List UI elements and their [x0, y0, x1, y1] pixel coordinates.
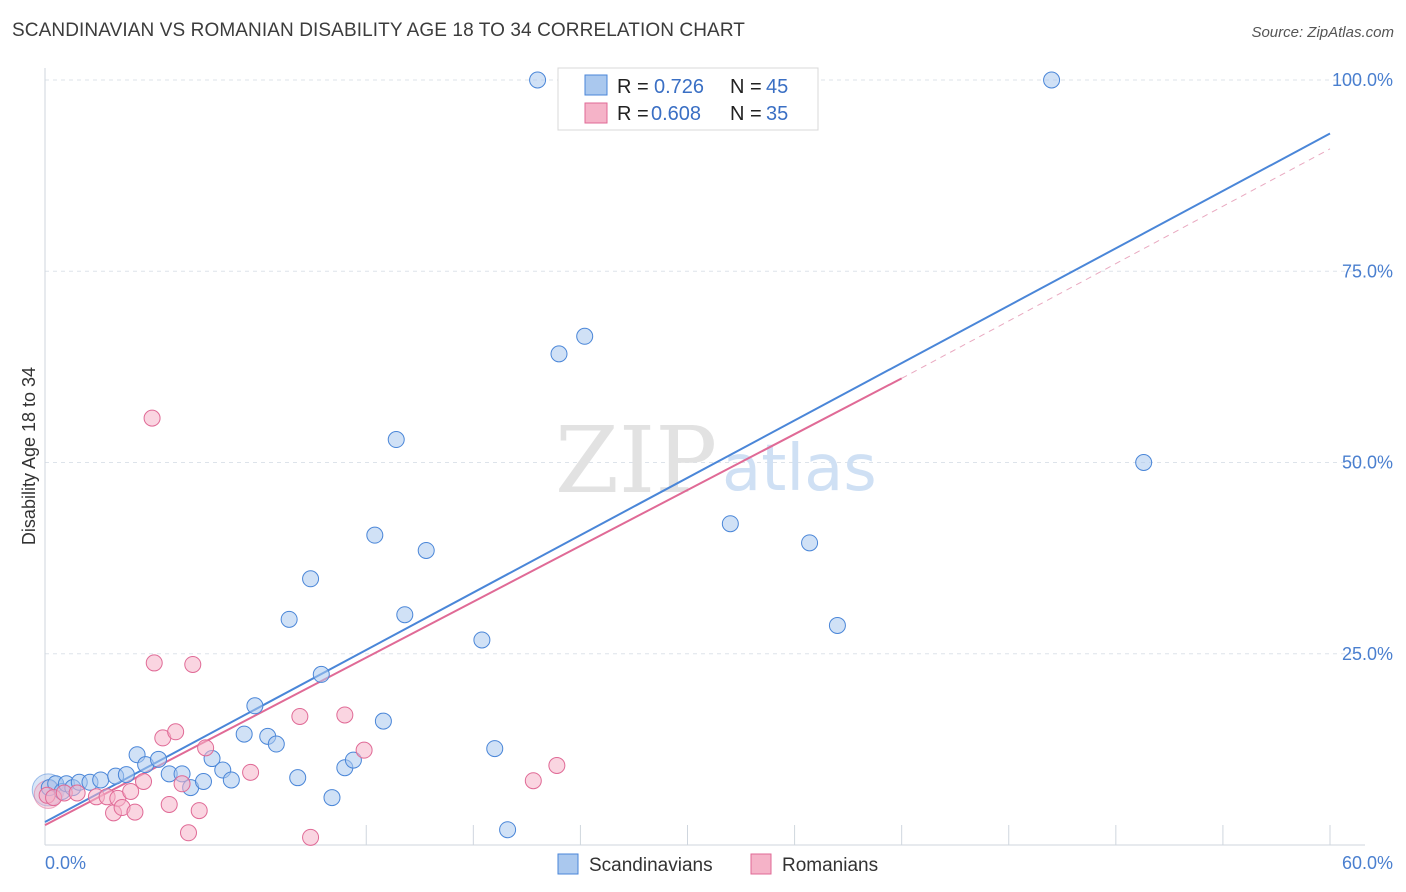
point-romanians-3	[68, 784, 86, 802]
point-scandinavians-31	[366, 526, 384, 544]
trend-extension-romanians	[901, 148, 1331, 379]
point-scandinavians-23	[267, 735, 285, 753]
point-scandinavians-44	[828, 616, 846, 634]
y-tick-label-100: 100.0%	[1332, 70, 1393, 90]
stats-legend: R = 0.726 N = 45 R = 0.608 N = 35	[557, 67, 819, 131]
point-romanians-19	[184, 655, 202, 673]
axes	[44, 68, 1365, 846]
watermark-zip: ZIP	[555, 407, 717, 514]
bottom-legend-scandinavians: Scandinavians	[589, 855, 713, 876]
point-scandinavians-38	[499, 821, 517, 839]
bottom-legend-romanians: Romanians	[782, 855, 878, 876]
y-tick-label-50: 50.0%	[1342, 453, 1393, 473]
point-romanians-13	[145, 654, 163, 672]
point-romanians-26	[355, 741, 373, 759]
point-scandinavians-7	[92, 771, 110, 789]
legend-swatch-romanians	[584, 102, 608, 124]
bottom-legend-swatch-romanians	[750, 853, 772, 875]
point-romanians-21	[197, 739, 215, 757]
point-scandinavians-46	[1135, 454, 1153, 471]
legend-n-value-2: 35	[766, 103, 788, 125]
point-scandinavians-30	[344, 751, 362, 769]
point-scandinavians-21	[246, 697, 264, 715]
legend-r-label-2: R =	[617, 103, 649, 125]
point-scandinavians-37	[486, 740, 504, 758]
point-romanians-16	[167, 723, 185, 741]
point-romanians-28	[548, 756, 566, 774]
legend-n-value-1: 45	[766, 76, 788, 98]
legend-n-label-1: N =	[730, 76, 762, 98]
bottom-legend-swatch-scandinavians	[557, 853, 579, 875]
point-romanians-12	[143, 409, 161, 427]
series-legend: Scandinavians Romanians	[557, 853, 878, 876]
legend-r-value-1: 0.726	[654, 76, 704, 98]
point-romanians-23	[291, 707, 309, 725]
point-romanians-22	[242, 763, 260, 781]
x-tick-label-max: 60.0%	[1342, 853, 1393, 873]
y-tick-label-75: 75.0%	[1342, 261, 1393, 281]
point-scandinavians-33	[387, 431, 405, 449]
point-scandinavians-40	[550, 345, 568, 363]
point-scandinavians-19	[222, 771, 240, 789]
point-scandinavians-45	[1043, 71, 1061, 89]
point-romanians-18	[179, 824, 197, 842]
data-points	[31, 71, 1153, 846]
point-scandinavians-32	[374, 712, 392, 730]
point-scandinavians-43	[801, 534, 819, 552]
source-label: Source: ZipAtlas.com	[1251, 24, 1394, 41]
point-scandinavians-26	[302, 570, 320, 588]
point-scandinavians-24	[280, 610, 298, 628]
point-romanians-20	[190, 802, 208, 820]
chart-title: SCANDINAVIAN VS ROMANIAN DISABILITY AGE …	[12, 20, 746, 41]
trend-line-scandinavians	[44, 132, 1331, 823]
point-scandinavians-12	[150, 750, 168, 768]
point-scandinavians-36	[473, 631, 491, 649]
trend-line-romanians	[44, 377, 903, 826]
watermark: ZIP atlas	[555, 407, 877, 514]
point-scandinavians-9	[117, 766, 135, 784]
point-romanians-11	[135, 773, 153, 791]
point-scandinavians-16	[194, 773, 212, 791]
point-scandinavians-34	[396, 606, 414, 624]
legend-r-value-2: 0.608	[651, 103, 701, 125]
point-romanians-15	[160, 795, 178, 813]
legend-n-label-2: N =	[730, 103, 762, 125]
point-scandinavians-41	[576, 327, 594, 345]
point-romanians-24	[302, 828, 320, 846]
watermark-atlas: atlas	[722, 432, 877, 506]
grid-lines	[45, 79, 1365, 655]
point-scandinavians-25	[289, 769, 307, 787]
point-scandinavians-39	[529, 71, 547, 89]
y-axis-label: Disability Age 18 to 34	[19, 367, 39, 545]
y-tick-label-25: 25.0%	[1342, 644, 1393, 664]
point-scandinavians-20	[235, 725, 253, 743]
point-romanians-10	[126, 803, 144, 821]
legend-swatch-scandinavians	[584, 74, 608, 96]
point-romanians-17	[173, 775, 191, 793]
point-scandinavians-28	[323, 789, 341, 807]
point-scandinavians-42	[721, 515, 739, 533]
legend-r-label-1: R =	[617, 76, 649, 98]
point-scandinavians-27	[312, 665, 330, 683]
x-tick-label-min: 0.0%	[45, 853, 86, 873]
point-romanians-9	[122, 782, 140, 800]
point-romanians-27	[524, 772, 542, 790]
tick-labels: 25.0% 50.0% 75.0% 100.0% 0.0% 60.0%	[45, 70, 1393, 873]
point-scandinavians-35	[417, 541, 435, 559]
point-romanians-25	[336, 706, 354, 724]
